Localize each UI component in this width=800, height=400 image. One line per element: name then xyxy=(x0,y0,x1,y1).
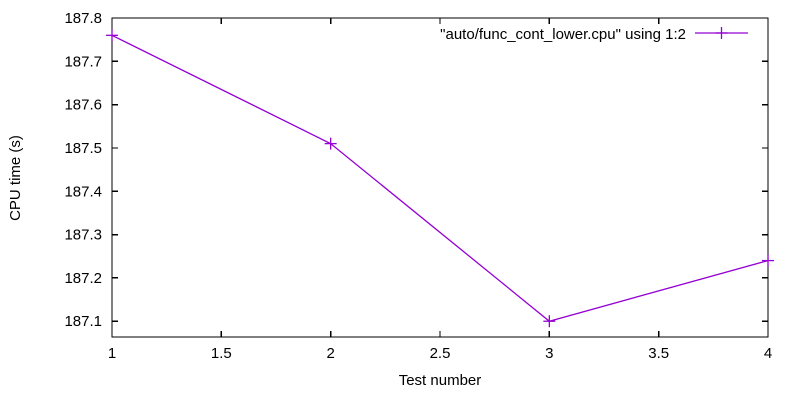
x-axis-tick-labels: 1 1.5 2 2.5 3 3.5 4 xyxy=(108,345,772,362)
series-polyline xyxy=(111,34,769,322)
y-tick-label: 187.3 xyxy=(64,227,102,244)
x-tick-label: 2 xyxy=(326,345,334,362)
data-series-group xyxy=(106,29,774,328)
x-tick-label: 4 xyxy=(764,345,772,362)
y-tick-label: 187.1 xyxy=(64,313,102,330)
y-tick-label: 187.8 xyxy=(64,10,102,27)
y-tick-label: 187.7 xyxy=(64,53,102,70)
y-axis-title: CPU time (s) xyxy=(7,135,24,221)
legend-line-sample xyxy=(695,27,748,39)
legend-entry-label: "auto/func_cont_lower.cpu" using 1:2 xyxy=(440,26,686,43)
y-tick-label: 187.4 xyxy=(64,183,102,200)
y-tick-label: 187.6 xyxy=(64,97,102,114)
x-tick-label: 3 xyxy=(545,345,553,362)
plot-border xyxy=(111,17,769,338)
x-tick-label: 1.5 xyxy=(211,345,232,362)
x-tick-label: 3.5 xyxy=(648,345,669,362)
x-tick-label: 2.5 xyxy=(430,345,451,362)
y-tick-label: 187.2 xyxy=(64,270,102,287)
tick-marks xyxy=(111,17,769,337)
y-axis-tick-labels: 187.1 187.2 187.3 187.4 187.5 187.6 187.7 187.8 xyxy=(64,10,102,330)
legend: "auto/func_cont_lower.cpu" using 1:2 xyxy=(440,26,748,43)
x-tick-label: 1 xyxy=(108,345,116,362)
x-axis-title: Test number xyxy=(399,372,482,389)
y-tick-label: 187.5 xyxy=(64,140,102,157)
